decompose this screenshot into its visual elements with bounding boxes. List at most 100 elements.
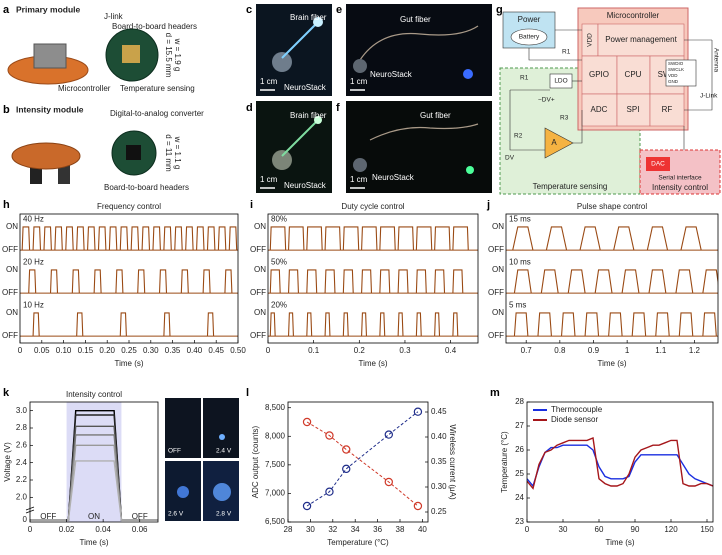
panel-title: Primary module	[16, 4, 81, 14]
x-tick-label: 0.04	[95, 525, 111, 534]
series-label: 40 Hz	[23, 214, 44, 223]
x-tick-label: 32	[328, 525, 337, 534]
pulse	[306, 269, 318, 294]
photo	[346, 4, 492, 96]
fiber-glow	[313, 17, 323, 27]
plot-frame	[267, 213, 479, 344]
y-tick-label: 24	[515, 493, 524, 502]
x-tick-label: 0.30	[143, 346, 159, 355]
x-tick-label: 0.10	[56, 346, 72, 355]
x-tick-label: 0.06	[132, 525, 148, 534]
pulse	[108, 226, 118, 251]
pin-label: SWCLK	[668, 67, 684, 72]
y-tick-label: 2.2	[16, 475, 28, 484]
pulse	[115, 269, 124, 294]
label: Digital-to-analog converter	[110, 109, 204, 118]
pulse	[196, 226, 205, 251]
series-label: 15 ms	[509, 214, 531, 223]
y-tick-label: 0.35	[431, 457, 447, 466]
level-label: ON	[492, 265, 504, 274]
x-axis-label: Time (s)	[79, 538, 108, 547]
label: R3	[560, 115, 569, 122]
x-tick-label: 0.7	[521, 346, 533, 355]
plot-frame	[287, 401, 429, 523]
pulse	[513, 269, 532, 294]
fiber-glow	[463, 69, 473, 79]
pulse	[163, 226, 172, 251]
pulse	[540, 269, 559, 294]
point	[384, 430, 393, 439]
pulse	[324, 226, 341, 251]
plot-frame	[505, 213, 719, 344]
glow	[213, 483, 231, 501]
op-amp	[544, 127, 574, 159]
panel-letter: i	[250, 199, 253, 211]
label: Power	[518, 15, 541, 24]
level-label: ON	[6, 265, 18, 274]
label: VDD	[587, 33, 594, 47]
label: J-link	[104, 12, 124, 21]
pulse	[28, 269, 37, 294]
point	[302, 417, 312, 427]
pulse	[648, 269, 667, 294]
level-label: OFF	[250, 245, 266, 254]
x-tick-label: 0.8	[554, 346, 566, 355]
series-label: 20%	[271, 300, 287, 309]
level-label: ON	[492, 308, 504, 317]
pulse	[646, 226, 669, 251]
label: OFF	[168, 448, 181, 455]
pulse	[49, 269, 59, 294]
pulse	[361, 312, 368, 337]
pulse	[87, 226, 96, 251]
annotation: OFF	[132, 512, 148, 521]
label: Antenna	[712, 48, 719, 73]
pulse	[545, 226, 568, 251]
pulse	[567, 269, 586, 294]
y-tick-label: 8,500	[265, 403, 286, 412]
panel-letter: a	[3, 4, 10, 16]
x-tick-label: 0.25	[121, 346, 137, 355]
pulse	[397, 226, 415, 251]
level-label: OFF	[488, 288, 504, 297]
module-header	[33, 43, 67, 69]
label: w = 1.1 g	[173, 136, 182, 170]
level-label: OFF	[2, 288, 18, 297]
label: CPU	[625, 70, 642, 79]
label: Temperature sensing	[533, 182, 608, 191]
x-tick-label: 0	[28, 525, 33, 534]
label: Battery	[519, 34, 540, 41]
x-tick-label: 0.2	[354, 346, 366, 355]
x-tick-label: 0.02	[59, 525, 75, 534]
fiber-glow	[466, 166, 474, 174]
label: Gut fiber	[420, 111, 451, 120]
pulse	[76, 312, 84, 337]
pulse	[224, 269, 233, 294]
pulse	[434, 226, 451, 251]
y-tick-label: 0.45	[431, 407, 447, 416]
y-tick-label: 25	[515, 469, 524, 478]
point	[302, 501, 312, 511]
level-label: ON	[254, 308, 266, 317]
pulse	[342, 312, 349, 337]
photo	[346, 101, 492, 193]
pulse	[361, 269, 373, 294]
pulse	[141, 226, 151, 251]
label: SPI	[627, 105, 640, 114]
trend-line	[306, 421, 419, 507]
y-tick-label: 7,000	[265, 489, 286, 498]
x-tick-label: 36	[373, 525, 382, 534]
label: J-Link	[700, 93, 718, 100]
series-label: 80%	[271, 214, 287, 223]
y-tick-label: 8,000	[265, 431, 286, 440]
y-tick-label: 6,500	[265, 517, 286, 526]
pulse	[324, 312, 331, 337]
pulse	[180, 269, 189, 294]
label: R1	[520, 75, 529, 82]
y-tick-label: 2.0	[16, 492, 28, 501]
point	[325, 487, 334, 496]
pulse	[137, 269, 146, 294]
pulse	[415, 226, 433, 251]
pulse	[397, 269, 409, 294]
series-label: 20 Hz	[23, 257, 44, 266]
